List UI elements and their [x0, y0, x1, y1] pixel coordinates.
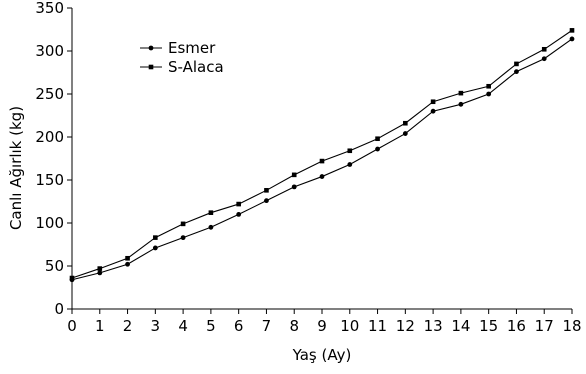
data-point	[291, 184, 297, 190]
data-point	[264, 188, 269, 193]
x-ticks: 0 1 2 3 4 5 6 7 8 9 10 11 12 13 14 15 16 17 18	[67, 309, 582, 335]
data-point	[402, 131, 408, 136]
data-point	[514, 69, 519, 75]
y-tick-label: 250	[35, 85, 64, 103]
x-tick-label: 16	[507, 317, 526, 335]
x-tick-label: 12	[396, 317, 415, 335]
legend-item: Esmer	[140, 39, 216, 57]
x-tick-label: 15	[479, 317, 498, 335]
data-point	[430, 108, 436, 114]
x-tick-label: 10	[340, 317, 359, 335]
y-axis-title: Canlı Ağırlık (kg)	[7, 106, 25, 230]
x-tick-label: 2	[123, 317, 133, 335]
x-tick-label: 14	[451, 317, 470, 335]
data-point	[375, 136, 380, 142]
data-point	[291, 172, 297, 178]
legend-item: S-Alaca	[140, 58, 224, 76]
data-point	[486, 83, 491, 89]
y-tick-label: 350	[35, 0, 64, 17]
data-point	[347, 148, 353, 154]
data-point	[541, 46, 547, 52]
data-point	[458, 90, 464, 96]
x-tick-label: 1	[95, 317, 105, 335]
y-ticks: 0 50 100 150 200 250 300 350	[35, 0, 72, 318]
x-tick-label: 9	[317, 317, 327, 335]
y-tick-label: 0	[54, 300, 64, 318]
data-point	[152, 245, 158, 251]
data-point	[125, 255, 130, 261]
x-tick-label: 18	[562, 317, 581, 335]
data-point	[514, 61, 519, 67]
legend-marker	[148, 45, 154, 51]
x-tick-label: 6	[234, 317, 244, 335]
data-point	[430, 99, 436, 105]
series-s-alaca	[69, 28, 575, 281]
legend-marker	[148, 64, 154, 70]
x-tick-label: 3	[151, 317, 161, 335]
x-tick-label: 0	[67, 317, 77, 335]
x-tick-label: 11	[368, 317, 387, 335]
legend-label: Esmer	[168, 39, 216, 57]
data-point	[569, 36, 575, 42]
data-point	[236, 212, 242, 217]
y-tick-label: 50	[45, 257, 64, 275]
data-point	[541, 56, 547, 62]
x-tick-label: 4	[178, 317, 188, 335]
y-tick-label: 300	[35, 42, 64, 60]
data-point	[97, 266, 103, 271]
data-point	[97, 270, 103, 276]
x-axis-title: Yaş (Ay)	[292, 346, 352, 364]
data-point	[486, 91, 492, 97]
data-point	[125, 261, 130, 267]
data-point	[264, 198, 269, 204]
series-group	[69, 28, 575, 283]
data-point	[153, 235, 158, 240]
data-point	[236, 201, 241, 207]
data-point	[180, 221, 186, 227]
data-point	[69, 275, 75, 281]
data-point	[458, 101, 464, 107]
data-point	[347, 162, 353, 167]
x-tick-label: 13	[424, 317, 443, 335]
data-point	[319, 158, 325, 164]
legend-label: S-Alaca	[168, 58, 224, 76]
data-point	[569, 28, 575, 33]
y-tick-label: 200	[35, 128, 64, 146]
y-tick-label: 150	[35, 171, 64, 189]
series-esmer	[69, 36, 575, 283]
data-point	[375, 146, 380, 152]
x-tick-label: 8	[289, 317, 299, 335]
data-point	[403, 120, 408, 126]
x-tick-label: 5	[206, 317, 216, 335]
data-point	[208, 224, 214, 230]
axes	[71, 8, 572, 310]
data-point	[180, 235, 186, 241]
data-point	[208, 210, 214, 215]
y-tick-label: 100	[35, 214, 64, 232]
data-point	[319, 174, 325, 179]
x-tick-label: 17	[535, 317, 554, 335]
x-tick-label: 7	[262, 317, 272, 335]
